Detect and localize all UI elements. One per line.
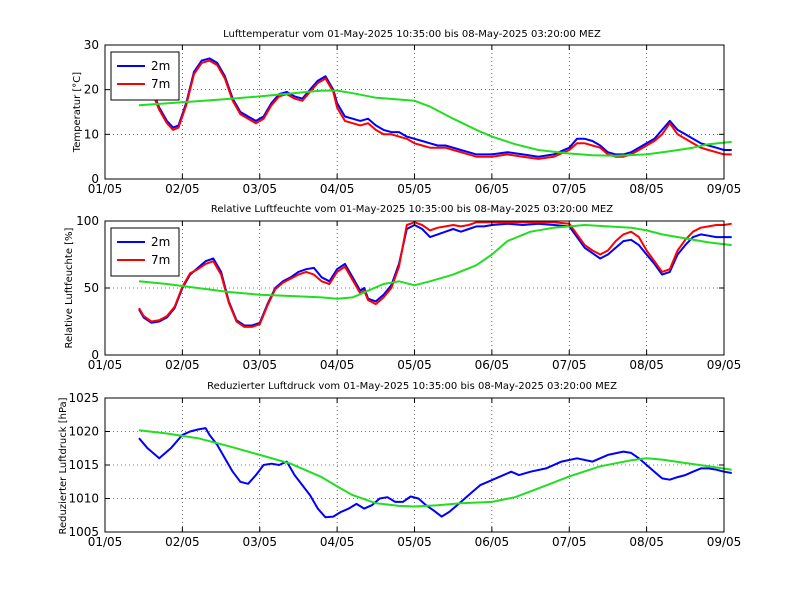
humidity-xtick-label: 07/05 [552,358,587,372]
pressure-ytick-label: 1010 [68,492,99,506]
pressure-xtick-label: 02/05 [165,535,200,549]
humidity-ytick-label: 50 [84,281,99,295]
temperature-xtick-label: 03/05 [242,182,277,196]
temperature-legend-label-2m: 2m [151,59,170,73]
temperature-xtick-label: 07/05 [552,182,587,196]
pressure-xtick-label: 07/05 [552,535,587,549]
temperature-xtick-label: 06/05 [475,182,510,196]
humidity-xtick-label: 05/05 [397,358,432,372]
pressure-ytick-label: 1020 [68,425,99,439]
humidity-smoothed-line [138,224,732,300]
temperature-xtick-label: 04/05 [320,182,355,196]
humidity-series-line-7m [138,221,732,328]
humidity-ytick-label: 100 [76,214,99,228]
temperature-title: Lufttemperatur vom 01-May-2025 10:35:00 … [223,29,601,40]
pressure-xtick-label: 08/05 [629,535,664,549]
temperature-ytick-label: 30 [84,38,99,52]
humidity-legend-label-2m: 2m [151,235,170,249]
pressure-ytick-label: 1015 [68,458,99,472]
temperature-xtick-label: 02/05 [165,182,200,196]
temperature-ylabel: Temperatur [°C] [72,72,83,153]
pressure-ytick-label: 1025 [68,391,99,405]
temperature-legend-box [110,51,180,101]
humidity-xtick-label: 03/05 [242,358,277,372]
humidity-legend-label-7m: 7m [151,253,170,267]
temperature-xtick-label: 01/05 [88,182,123,196]
temperature-ytick-label: 0 [91,172,99,186]
pressure-panel: Reduzierter Luftdruck vom 01-May-2025 10… [58,381,741,549]
humidity-ylabel: Relative Luftfeuchte [%] [64,227,75,348]
humidity-title: Relative Luftfeuchte vom 01-May-2025 10:… [211,204,613,215]
pressure-xtick-label: 01/05 [88,535,123,549]
temperature-panel: Lufttemperatur vom 01-May-2025 10:35:00 … [72,29,741,196]
pressure-xtick-label: 04/05 [320,535,355,549]
temperature-ytick-label: 10 [84,127,99,141]
pressure-xtick-label: 05/05 [397,535,432,549]
pressure-xtick-label: 06/05 [475,535,510,549]
humidity-ytick-label: 0 [91,348,99,362]
temperature-series-line-7m [138,59,732,160]
temperature-legend-label-7m: 7m [151,77,170,91]
humidity-xtick-label: 08/05 [629,358,664,372]
pressure-xtick-label: 03/05 [242,535,277,549]
temperature-xtick-label: 08/05 [629,182,664,196]
humidity-xtick-label: 09/05 [707,358,742,372]
pressure-title: Reduzierter Luftdruck vom 01-May-2025 10… [207,381,617,392]
temperature-smoothed-line [138,89,732,157]
pressure-series-line [138,427,732,519]
temperature-ytick-label: 20 [84,83,99,97]
pressure-smoothed-line [138,429,732,508]
humidity-xtick-label: 01/05 [88,358,123,372]
temperature-xtick-label: 05/05 [397,182,432,196]
humidity-xtick-label: 06/05 [475,358,510,372]
temperature-xtick-label: 09/05 [707,182,742,196]
humidity-xtick-label: 04/05 [320,358,355,372]
humidity-xtick-label: 02/05 [165,358,200,372]
humidity-legend-box [110,227,180,277]
pressure-ytick-label: 1005 [68,525,99,539]
humidity-panel: Relative Luftfeuchte vom 01-May-2025 10:… [64,204,741,372]
pressure-ylabel: Reduzierter Luftdruck [hPa] [58,397,69,534]
pressure-xtick-label: 09/05 [707,535,742,549]
